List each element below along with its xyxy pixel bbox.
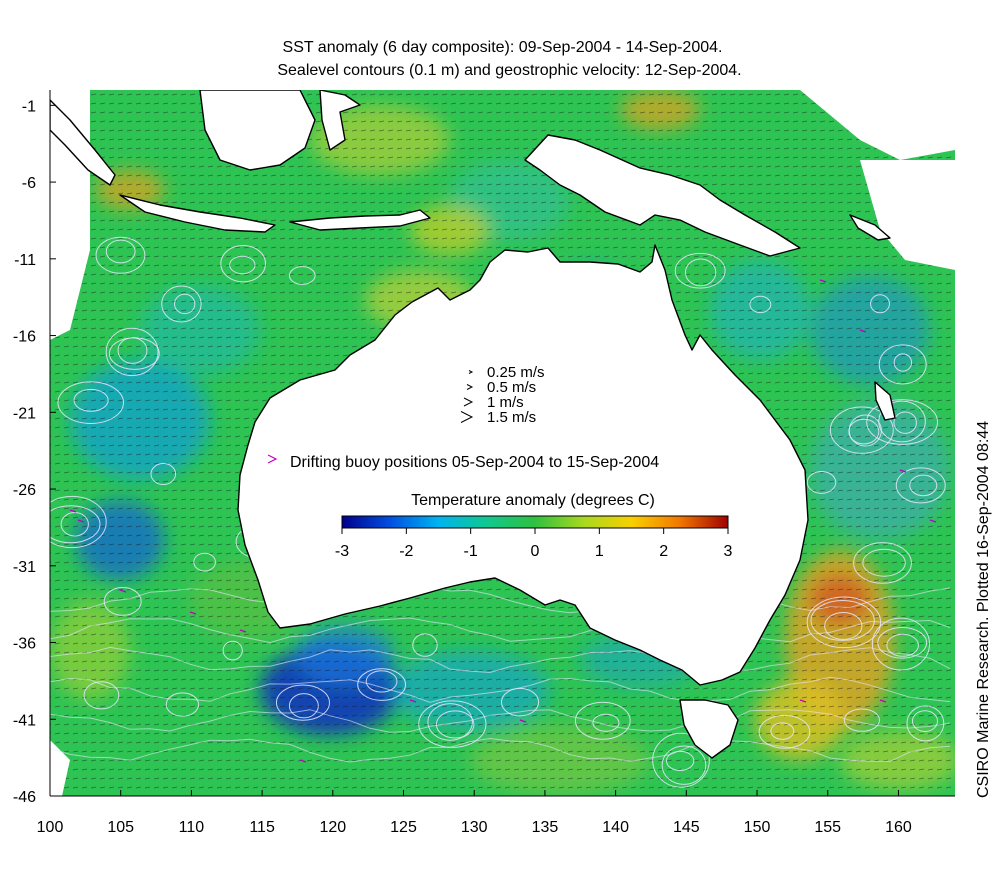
x-tick-label: 120	[319, 819, 346, 836]
x-tick-label: 135	[532, 819, 559, 836]
colorbar-tick-label: 0	[531, 543, 540, 560]
y-tick-label: -6	[22, 175, 36, 192]
new-guinea-landmass	[524, 134, 801, 257]
borneo-landmass	[199, 90, 316, 171]
solomon-islands	[849, 214, 891, 241]
x-tick-label: 130	[461, 819, 488, 836]
credit-text: CSIRO Marine Research. Plotted 16-Sep-20…	[975, 420, 992, 798]
lesser-sunda-islands	[289, 209, 431, 231]
sealevel-contours	[50, 236, 951, 788]
x-tick-label: 115	[249, 819, 275, 836]
velocity-legend-label: 1.5 m/s	[487, 409, 536, 426]
velocity-arrow-icon	[466, 384, 474, 390]
x-tick-label: 140	[602, 819, 629, 836]
colorbar-title: Temperature anomaly (degrees C)	[411, 492, 655, 509]
map-title-line-2: Sealevel contours (0.1 m) and geostrophi…	[277, 62, 742, 79]
y-tick-label: -31	[13, 559, 36, 576]
sst-field	[50, 90, 955, 796]
colorbar-tick-label: -1	[464, 543, 478, 560]
sumatra-landmass	[50, 99, 116, 186]
x-tick-label: 100	[37, 819, 64, 836]
velocity-legend-label: 0.25 m/s	[487, 364, 545, 381]
australia-landmass	[237, 244, 809, 686]
colorbar-tick-label: -2	[399, 543, 413, 560]
java-landmass	[119, 194, 276, 233]
y-tick-label: -36	[13, 636, 36, 653]
y-tick-label: -41	[13, 712, 36, 729]
colorbar-tick-label: 3	[724, 543, 733, 560]
y-tick-label: -21	[13, 405, 36, 422]
buoy-legend-icon	[267, 454, 278, 464]
velocity-arrow-icon	[463, 397, 474, 407]
data-gaps	[50, 90, 955, 796]
new-caledonia-landmass	[874, 381, 896, 421]
velocity-arrow-icon	[468, 370, 474, 374]
x-tick-label: 145	[673, 819, 700, 836]
colorbar-tick-label: 1	[595, 543, 604, 560]
y-tick-label: -16	[13, 329, 36, 346]
buoy-legend-label: Drifting buoy positions 05-Sep-2004 to 1…	[290, 454, 659, 471]
x-tick-label: 160	[885, 819, 912, 836]
velocity-legend: 0.25 m/s0.5 m/s1 m/s1.5 m/s	[460, 364, 545, 426]
x-tick-label: 110	[179, 819, 205, 836]
y-tick-label: -46	[13, 789, 36, 806]
y-tick-label: -11	[14, 252, 36, 269]
x-tick-label: 105	[107, 819, 134, 836]
velocity-legend-label: 0.5 m/s	[487, 379, 536, 396]
colorbar-tick-label: -3	[335, 543, 349, 560]
map-axes: 100 105 110 115 120 125 130 135 140 145 150 155 160 …	[13, 90, 955, 836]
velocity-arrow-icon	[460, 411, 474, 423]
tasmania-landmass	[679, 699, 739, 759]
x-tick-label: 150	[744, 819, 771, 836]
landmasses	[50, 90, 896, 759]
colorbar-tick-label: 2	[659, 543, 668, 560]
y-tick-label: -1	[22, 98, 36, 115]
y-tick-label: -26	[13, 482, 36, 499]
colorbar-scale	[341, 515, 729, 529]
map-title-line-1: SST anomaly (6 day composite): 09-Sep-20…	[282, 39, 723, 56]
buoy-legend: Drifting buoy positions 05-Sep-2004 to 1…	[267, 454, 659, 471]
velocity-legend-label: 1 m/s	[487, 394, 524, 411]
sulawesi-landmass	[319, 90, 361, 151]
x-tick-label: 155	[814, 819, 841, 836]
x-tick-label: 125	[390, 819, 417, 836]
colorbar: Temperature anomaly (degrees C) -3 -2 -1 0 1…	[335, 492, 733, 560]
